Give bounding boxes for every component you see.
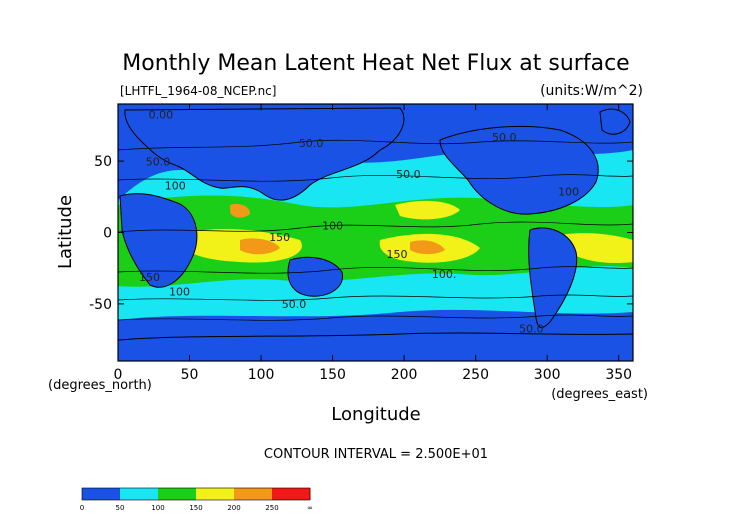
x-tick-label: 200 [391,367,418,383]
contour-line [118,266,633,274]
x-tick-label: 350 [605,367,632,383]
x-tick-label: 150 [319,367,346,383]
x-axis-label: Longitude [331,404,421,425]
y-tick-label: -50 [89,297,112,313]
contour-line [118,174,633,182]
chart-title: Monthly Mean Latent Heat Net Flux at sur… [122,51,629,76]
peak-flux-zone-2 [410,240,445,255]
continent-europe-asia [124,107,405,201]
colorbar-swatch [215,488,235,500]
continent-africa [119,193,198,288]
contour-line [118,314,633,321]
colorbar-swatch [139,488,159,500]
contour-label: 100 [165,180,186,193]
peak-flux-zone-3 [230,204,250,218]
contour-label: 150 [386,248,407,261]
colorbar-tick-label: 200 [227,504,240,512]
colorbar-swatch [82,488,102,500]
continent-south-america [528,227,578,328]
contour-label: 150 [139,271,160,284]
contour-lines [118,139,633,321]
map-plot: 0.00 50.0 50.0 50.0 50.0 100 100 100 150 150 100. 1… [118,104,633,361]
colorbar-swatch [234,488,254,500]
continent-australia [287,256,344,297]
x-tick-label: 250 [462,367,489,383]
contour-label: 50.0 [299,137,324,150]
contour-label: 50.0 [492,131,517,144]
contour-label: 150 [269,231,290,244]
colorbar-tick-label: 100 [151,504,164,512]
contour-label: 50.0 [146,155,171,168]
file-label: [LHTFL_1964-08_NCEP.nc] [120,84,276,98]
colorbar-tick-label: 150 [189,504,202,512]
units-label: (units:W/m^2) [540,83,643,99]
peak-flux-zone-1 [240,238,280,255]
colorbar-swatch [120,488,140,500]
colorbar-tick-label: 0 [80,504,84,512]
y-tick-label: 50 [94,154,112,170]
contour-label: 100. [432,268,457,281]
colorbar-tick-label: ∞ [307,504,313,512]
colorbar-swatch [291,488,311,500]
y-axis-label: Latitude [55,195,76,269]
y-unit-note: (degrees_north) [48,378,152,393]
contour-line [118,139,633,151]
contour-line [118,294,633,301]
contour-label: 50.0 [519,322,544,335]
colorbar-swatch [177,488,197,500]
x-tick-label: 300 [534,367,561,383]
continent-antarctica [118,332,633,361]
contour-label: 50.0 [282,298,307,311]
colorbar: 0 50 100 150 200 250 ∞ [80,487,313,512]
x-tick-label: 50 [181,367,199,383]
colorbar-swatch [272,488,292,500]
y-axis-ticks: 50 0 -50 [89,154,633,313]
continents [118,107,633,361]
colorbar-tick-label: 250 [265,504,278,512]
contour-labels: 0.00 50.0 50.0 50.0 50.0 100 100 100 150 150 100. 1… [139,108,579,335]
contour-label: 100 [169,285,190,298]
colorbar-tick-label: 50 [116,504,125,512]
y-tick-label: 0 [103,226,112,242]
contour-interval-label: CONTOUR INTERVAL = 2.500E+01 [264,447,488,462]
contour-label: 100 [558,185,579,198]
mid-flux-band [118,195,633,287]
contour-label: 50.0 [396,168,421,181]
colorbar-swatch [101,488,121,500]
x-unit-note: (degrees_east) [551,387,648,402]
colorbar-frame [81,487,311,501]
colorbar-swatch [158,488,178,500]
contour-label: 100 [322,220,343,233]
colorbar-swatch [253,488,273,500]
x-tick-label: 0 [114,367,123,383]
high-flux-zone-3 [395,200,460,220]
x-tick-label: 100 [248,367,275,383]
continent-north-america [439,125,599,215]
contour-line [118,221,633,233]
high-flux-zone-4 [560,233,633,264]
colorbar-swatch [196,488,216,500]
contour-label: 0.00 [149,108,174,121]
greenland [599,108,631,135]
x-axis-ticks: 0 50 100 150 200 250 300 350 [114,104,632,383]
